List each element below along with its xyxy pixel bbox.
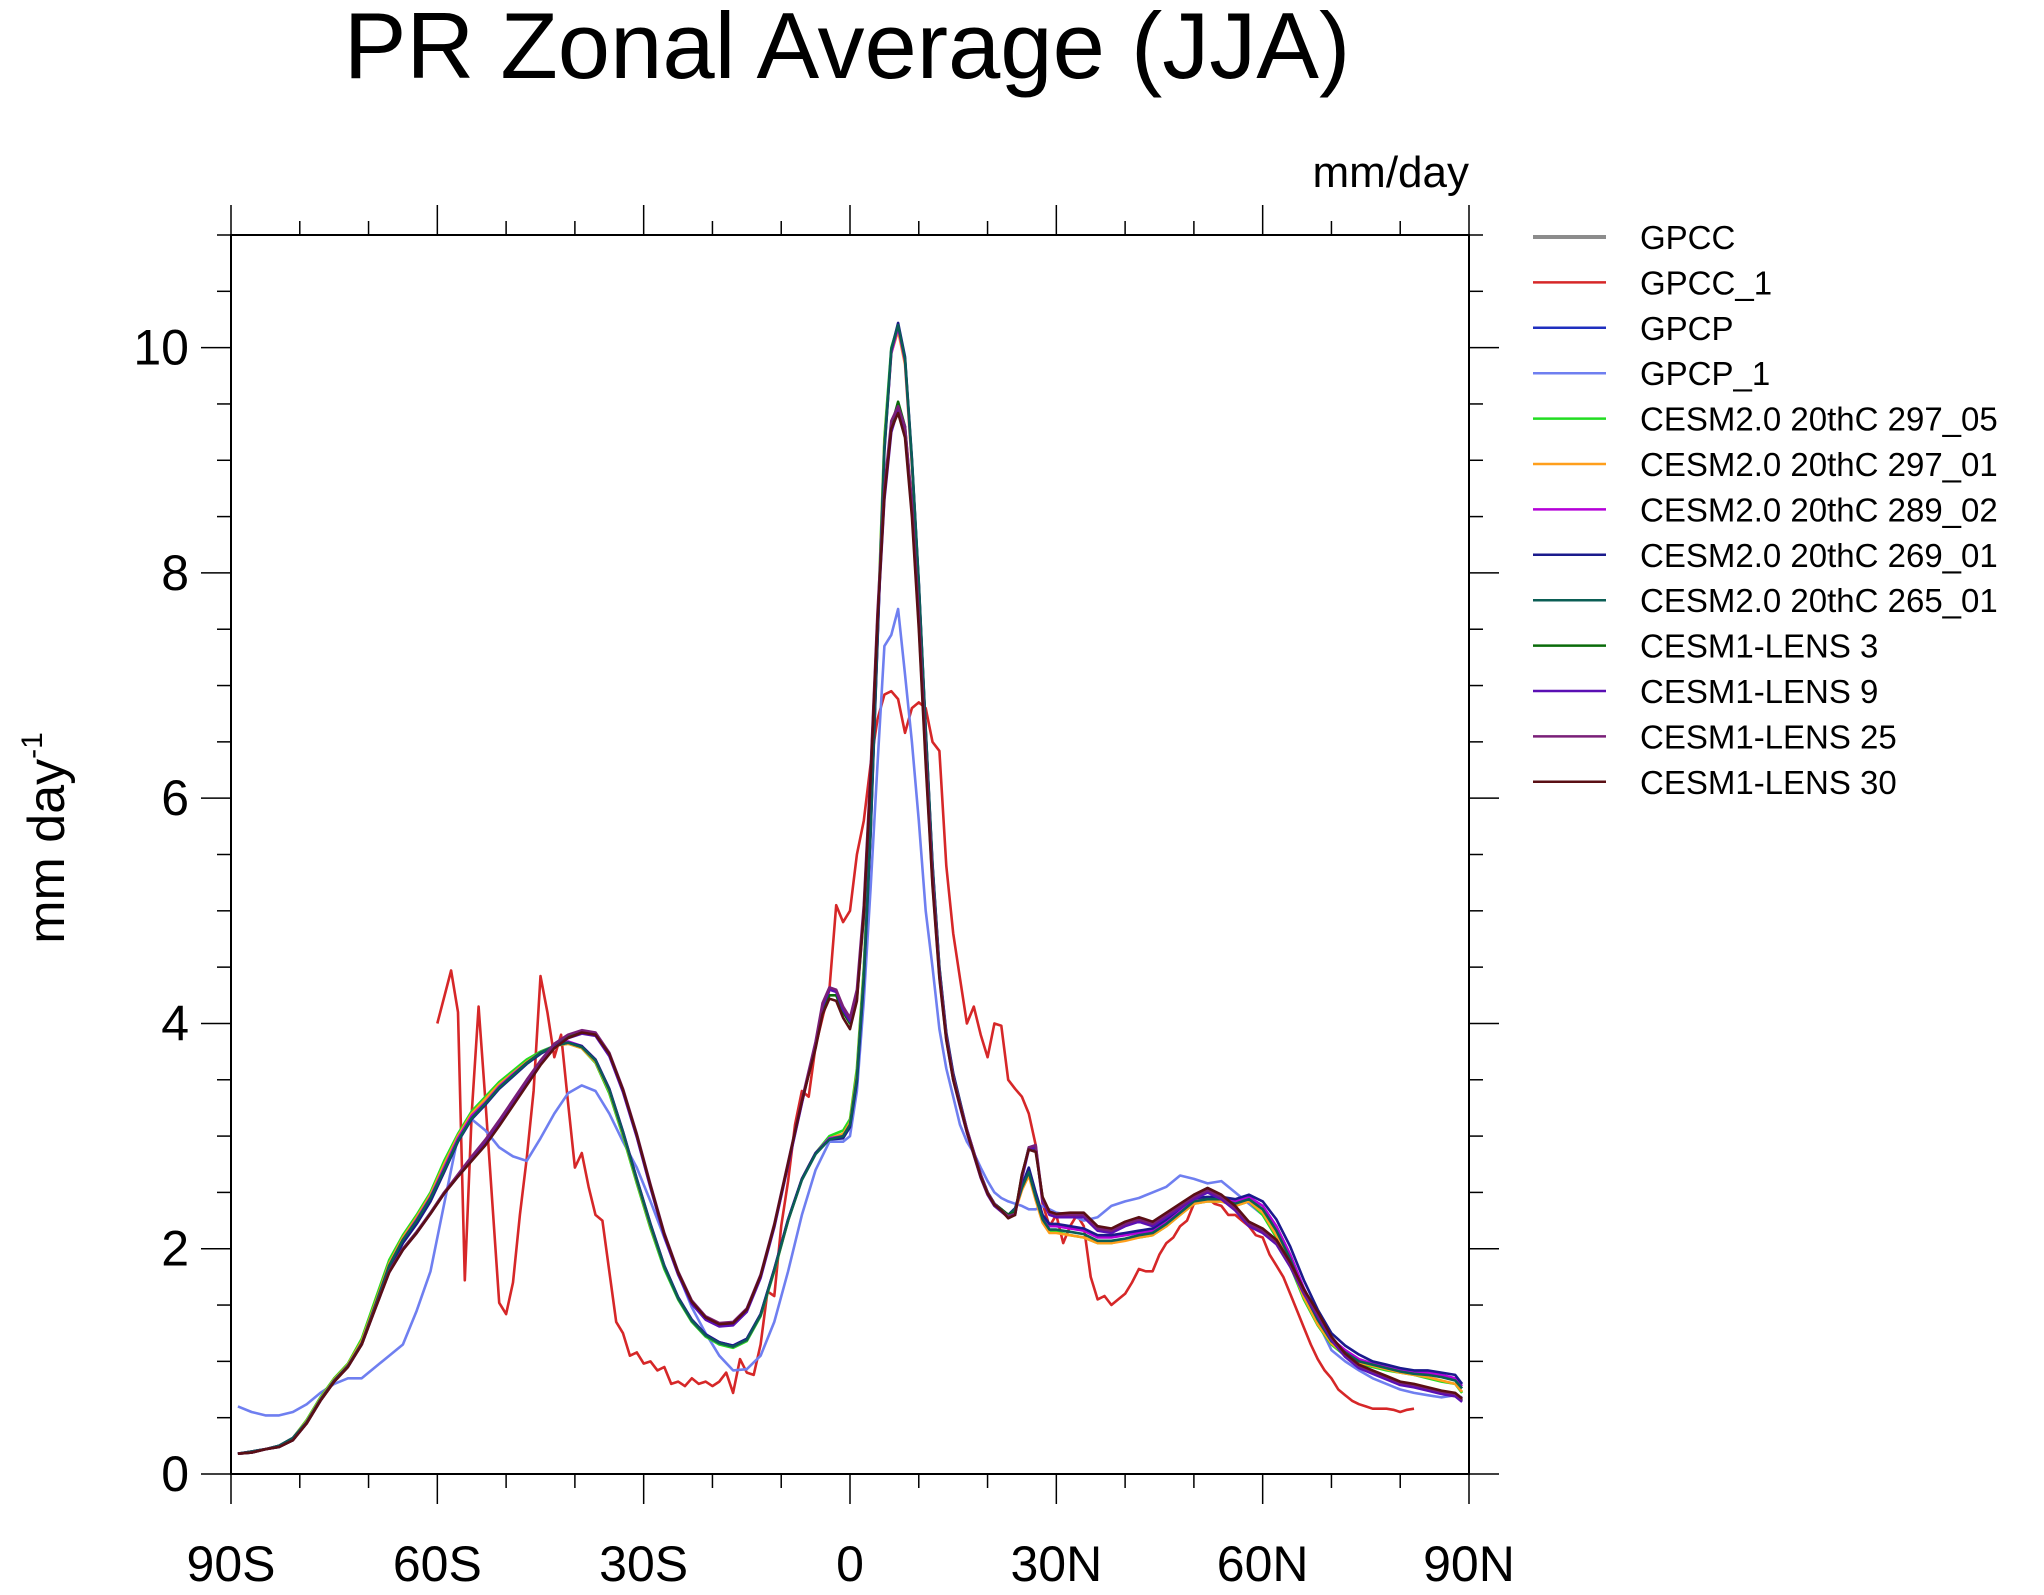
series-line bbox=[237, 404, 1463, 1455]
y-axis-label: mm day bbox=[18, 759, 76, 944]
units-label: mm/day bbox=[1313, 148, 1469, 197]
y-tick-label: 8 bbox=[161, 545, 189, 601]
y-tick-label: 0 bbox=[161, 1446, 189, 1502]
legend-label: CESM2.0 20thC 297_05 bbox=[1640, 401, 1998, 438]
x-tick-label: 60N bbox=[1217, 1536, 1309, 1592]
series-line bbox=[237, 411, 1463, 1455]
y-axis-label-superscript: -1 bbox=[16, 732, 49, 759]
series-line bbox=[436, 689, 1415, 1414]
chart-title: PR Zonal Average (JJA) bbox=[344, 0, 1351, 98]
plot-frame bbox=[230, 234, 1470, 1475]
series-line bbox=[237, 326, 1464, 1455]
x-tick-label: 30N bbox=[1010, 1536, 1102, 1592]
x-tick-label: 60S bbox=[393, 1536, 482, 1592]
legend-label: CESM2.0 20thC 297_01 bbox=[1640, 446, 1998, 483]
series-line bbox=[237, 607, 1463, 1417]
legend-label: GPCC bbox=[1640, 219, 1735, 256]
series-line bbox=[237, 323, 1464, 1455]
series-line bbox=[237, 321, 1464, 1455]
series-line bbox=[237, 329, 1464, 1455]
y-axis-title: mm day-1 bbox=[16, 732, 76, 944]
legend-label: GPCC_1 bbox=[1640, 264, 1772, 301]
legend-label: CESM2.0 20thC 269_01 bbox=[1640, 537, 1998, 574]
legend-label: CESM2.0 20thC 289_02 bbox=[1640, 491, 1998, 528]
x-tick-label: 90S bbox=[187, 1536, 276, 1592]
x-tick-label: 0 bbox=[836, 1536, 864, 1592]
legend-label: GPCP_1 bbox=[1640, 355, 1770, 392]
legend-label: CESM1-LENS 9 bbox=[1640, 673, 1878, 710]
legend-label: CESM1-LENS 25 bbox=[1640, 718, 1897, 755]
y-tick-label: 6 bbox=[161, 770, 189, 826]
series-line bbox=[237, 323, 1464, 1455]
legend-label: GPCP bbox=[1640, 310, 1734, 347]
y-tick-label: 4 bbox=[161, 995, 189, 1051]
legend-label: CESM1-LENS 3 bbox=[1640, 628, 1878, 665]
x-tick-label: 90N bbox=[1423, 1536, 1515, 1592]
y-tick-label: 10 bbox=[133, 320, 189, 376]
legend-label: CESM2.0 20thC 265_01 bbox=[1640, 582, 1998, 619]
y-tick-label: 2 bbox=[161, 1221, 189, 1277]
legend: GPCC GPCC_1 GPCP GPCP_1 CESM2.0 20thC 297_05… bbox=[1533, 219, 1998, 801]
legend-label: CESM1-LENS 30 bbox=[1640, 764, 1897, 801]
plot-area: 0 2 4 6 8 10 90S 60S 30S 0 30N 60N 90N bbox=[133, 205, 1515, 1592]
x-tick-label: 30S bbox=[599, 1536, 688, 1592]
